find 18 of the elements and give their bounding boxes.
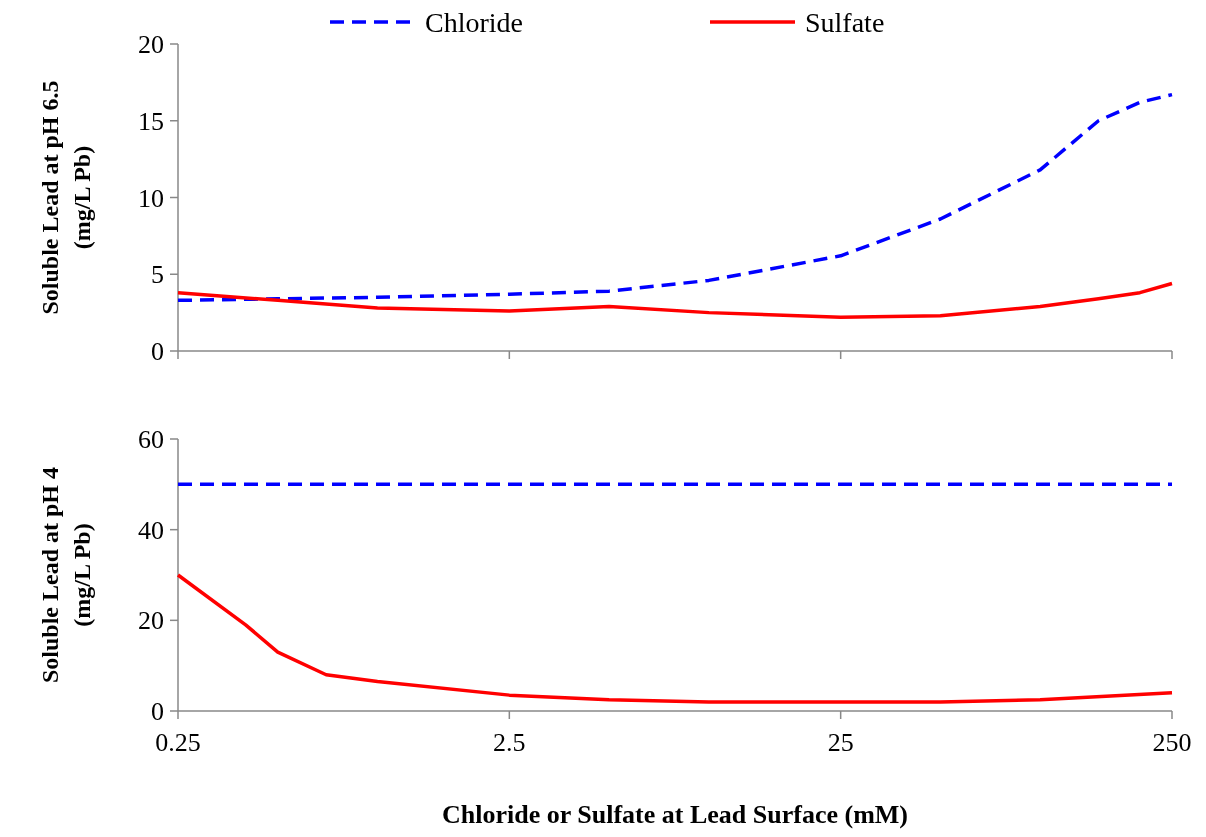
y-tick-label: 40 xyxy=(138,515,164,545)
y-tick-label: 0 xyxy=(151,337,164,367)
y-axis-title: Soluble Lead at pH 4 (mg/L Pb) xyxy=(37,466,95,684)
y-tick-label: 10 xyxy=(138,183,164,213)
y-tick-label: 20 xyxy=(138,606,164,636)
y-tick-label: 15 xyxy=(138,106,164,136)
x-tick-label: 0.25 xyxy=(155,728,201,757)
x-tick-label: 2.5 xyxy=(493,728,526,757)
y-tick-label: 0 xyxy=(151,697,164,727)
y-axis-title: Soluble Lead at pH 6.5 (mg/L Pb) xyxy=(37,80,95,315)
x-axis-title: Chloride or Sulfate at Lead Surface (mM) xyxy=(441,800,909,829)
legend-label: Sulfate xyxy=(805,6,885,38)
y-tick-label: 20 xyxy=(138,30,164,60)
x-tick-label: 25 xyxy=(827,728,854,757)
y-tick-label: 60 xyxy=(138,425,164,455)
x-tick-label: 250 xyxy=(1152,728,1192,757)
legend-label: Chloride xyxy=(425,6,523,38)
y-tick-label: 5 xyxy=(151,260,164,290)
